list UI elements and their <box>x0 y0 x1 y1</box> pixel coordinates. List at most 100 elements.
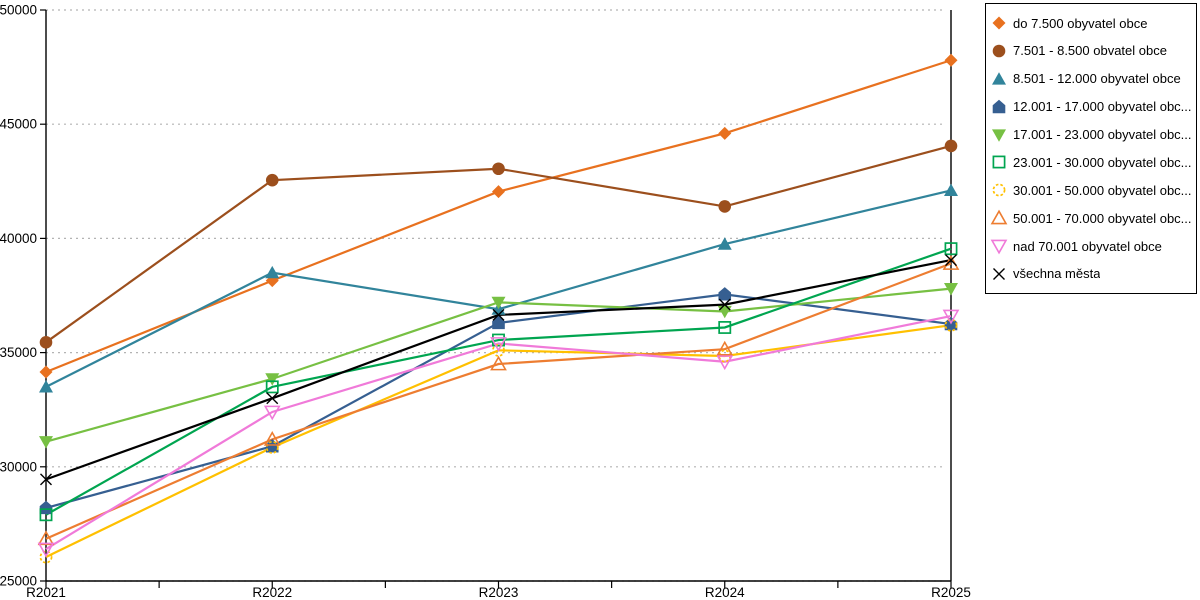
y-tick-label: 40000 <box>0 231 37 246</box>
triangle-down-icon <box>992 128 1006 142</box>
y-tick-label: 30000 <box>0 459 37 474</box>
series-marker <box>992 44 1006 58</box>
series-marker <box>992 99 1006 113</box>
legend-label: do 7.500 obyvatel obce <box>1013 15 1148 31</box>
legend-item[interactable]: 8.501 - 12.000 obyvatel obce <box>990 66 1192 92</box>
series-marker <box>718 298 731 311</box>
legend-label: 23.001 - 30.000 obyvatel obc... <box>1013 154 1192 170</box>
series-line-6 <box>45 324 952 559</box>
series-marker <box>266 392 279 405</box>
legend-label: 30.001 - 50.000 obyvatel obc... <box>1013 182 1192 198</box>
series-marker <box>944 283 958 296</box>
legend-label: nad 70.001 obyvatel obce <box>1013 238 1162 254</box>
series-marker <box>944 139 958 153</box>
y-tick-label: 45000 <box>0 117 37 132</box>
triangle-down-icon <box>990 239 1008 255</box>
series-marker <box>944 183 958 197</box>
x-tick-label: R2022 <box>252 585 292 600</box>
y-tick-label: 35000 <box>0 345 37 360</box>
x-tick-label: R2023 <box>479 585 519 600</box>
series-marker <box>492 315 505 330</box>
legend-item[interactable]: 7.501 - 8.500 obvatel obce <box>990 38 1192 64</box>
legend-label: 12.001 - 17.000 obyvatel obc... <box>1013 99 1192 115</box>
series-marker <box>39 500 53 515</box>
legend-item[interactable]: 23.001 - 30.000 obyvatel obc... <box>990 149 1192 175</box>
series-marker <box>39 380 53 393</box>
series-marker <box>718 200 732 213</box>
series-marker <box>942 309 960 325</box>
series-marker <box>39 336 53 349</box>
y-tick-label: 50000 <box>0 3 37 18</box>
circle-icon <box>992 44 1006 58</box>
series-marker <box>265 373 280 386</box>
x-tick-label: R2024 <box>705 585 745 600</box>
series-marker <box>992 155 1006 169</box>
series-marker <box>39 436 53 449</box>
series-marker <box>718 321 732 334</box>
legend-item[interactable]: 12.001 - 17.000 obyvatel obc... <box>990 94 1192 120</box>
y-tick-label: 25000 <box>0 574 37 589</box>
legend-label: 17.001 - 23.000 obyvatel obc... <box>1013 127 1192 142</box>
legend-item[interactable]: 17.001 - 23.000 obyvatel obc... <box>990 122 1192 148</box>
series-marker <box>945 254 957 267</box>
series-marker <box>990 209 1008 225</box>
series-line-7 <box>45 262 952 540</box>
series-marker <box>39 365 53 379</box>
pentagon-icon <box>992 99 1006 113</box>
series-marker <box>944 242 958 256</box>
diamond-icon <box>992 16 1006 30</box>
series-marker <box>992 183 1006 197</box>
series-line-5 <box>45 247 952 516</box>
series-marker <box>944 53 958 67</box>
series-marker <box>263 405 281 421</box>
legend: do 7.500 obyvatel obce 7.501 - 8.500 obva… <box>985 3 1197 294</box>
legend-item[interactable]: 30.001 - 50.000 obyvatel obc... <box>990 177 1192 203</box>
series-marker <box>39 550 53 564</box>
series-marker <box>265 265 280 279</box>
series-marker <box>717 237 732 250</box>
legend-item[interactable]: nad 70.001 obyvatel obce <box>990 233 1192 259</box>
series-marker <box>265 440 279 454</box>
series-marker <box>265 380 279 394</box>
series-marker <box>265 173 279 187</box>
x-tick-label: R2025 <box>931 585 971 600</box>
legend-label: 7.501 - 8.500 obvatel obce <box>1013 43 1167 59</box>
series-marker <box>491 296 506 310</box>
series-marker <box>993 267 1005 280</box>
series-marker <box>490 355 507 371</box>
legend-item[interactable]: do 7.500 obyvatel obce <box>990 10 1192 36</box>
series-marker <box>490 337 507 352</box>
series-marker <box>37 530 55 546</box>
series-marker <box>716 340 734 356</box>
triangle-up-icon <box>992 71 1006 85</box>
series-marker <box>990 239 1008 255</box>
series-marker <box>492 162 505 176</box>
legend-item[interactable]: 50.001 - 70.000 obyvatel obc... <box>990 205 1192 231</box>
series-marker <box>492 343 505 357</box>
series-marker <box>944 318 958 332</box>
x-tick-label: R2021 <box>26 585 66 600</box>
triangle-up-icon <box>990 209 1008 225</box>
series-line-8 <box>45 314 952 550</box>
series-marker <box>39 508 53 522</box>
series-marker <box>992 71 1006 85</box>
legend-item[interactable]: všechna města <box>990 261 1192 287</box>
legend-label: 8.501 - 12.000 obyvatel obce <box>1013 71 1181 87</box>
series-marker <box>37 542 55 558</box>
series-marker <box>492 185 505 199</box>
series-marker <box>992 128 1006 142</box>
series-marker <box>718 287 732 301</box>
square-icon <box>992 155 1006 169</box>
legend-label: 50.001 - 70.000 obyvatel obc... <box>1013 210 1192 226</box>
legend-label: všechna města <box>1013 266 1101 282</box>
series-marker <box>492 308 505 321</box>
series-marker <box>992 16 1006 30</box>
series-marker <box>718 126 732 140</box>
series-marker <box>263 430 281 446</box>
series-marker <box>40 473 52 486</box>
series-marker <box>716 355 734 371</box>
x-icon <box>993 267 1005 280</box>
circle-dashed-icon <box>992 183 1006 197</box>
